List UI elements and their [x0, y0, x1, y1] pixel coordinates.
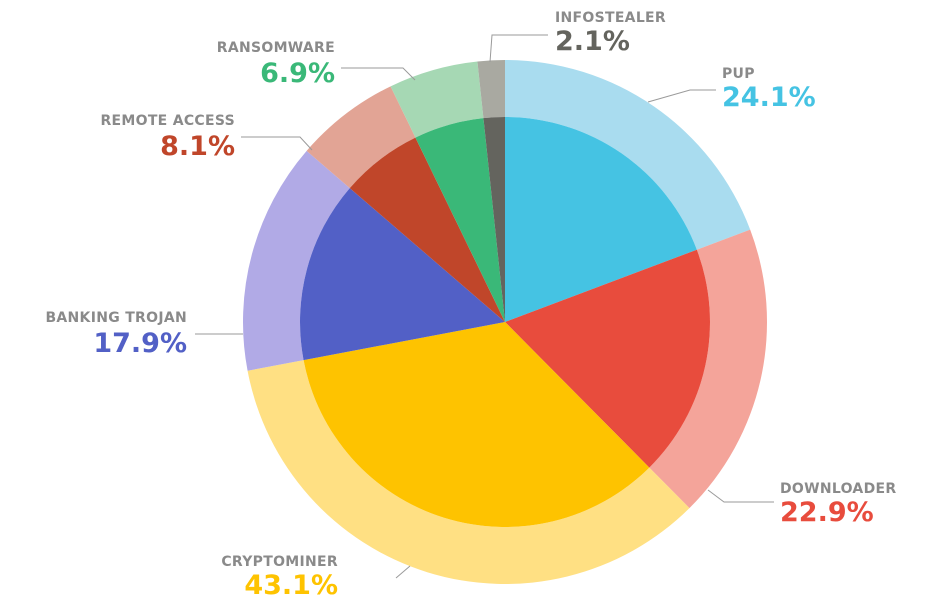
category-label: REMOTE ACCESS: [100, 113, 235, 129]
ring-segment: [243, 150, 350, 371]
category-label: CRYPTOMINER: [221, 554, 338, 570]
category-label: BANKING TROJAN: [45, 310, 187, 326]
leader-line: [647, 89, 716, 103]
ring-segment: [477, 60, 505, 119]
pie-slice: [505, 249, 710, 468]
value-label: 2.1%: [555, 26, 630, 57]
category-label: RANSOMWARE: [217, 40, 335, 56]
leader-line: [395, 565, 411, 579]
leader-line: [707, 489, 774, 503]
pie-slice: [349, 137, 505, 322]
category-label: DOWNLOADER: [780, 481, 896, 497]
pie-slice: [303, 322, 650, 527]
category-label: INFOSTEALER: [555, 10, 666, 26]
ring-segment: [306, 86, 416, 189]
pie-slice: [415, 118, 505, 322]
ring-segment: [649, 229, 768, 509]
pie-slice: [300, 188, 505, 361]
leader-line: [489, 34, 548, 63]
pie-slice: [505, 117, 697, 322]
ring-segment: [247, 360, 690, 585]
value-label: 17.9%: [93, 328, 187, 359]
leader-line: [241, 136, 313, 151]
value-label: 22.9%: [780, 497, 874, 528]
value-label: 6.9%: [260, 58, 335, 89]
ring-segment: [505, 60, 751, 250]
leader-line: [341, 67, 416, 81]
category-label: PUP: [722, 66, 755, 82]
value-label: 8.1%: [160, 131, 235, 162]
pie-slice: [483, 117, 505, 322]
value-label: 43.1%: [244, 570, 338, 601]
ring-segment: [390, 61, 484, 138]
value-label: 24.1%: [722, 82, 816, 113]
